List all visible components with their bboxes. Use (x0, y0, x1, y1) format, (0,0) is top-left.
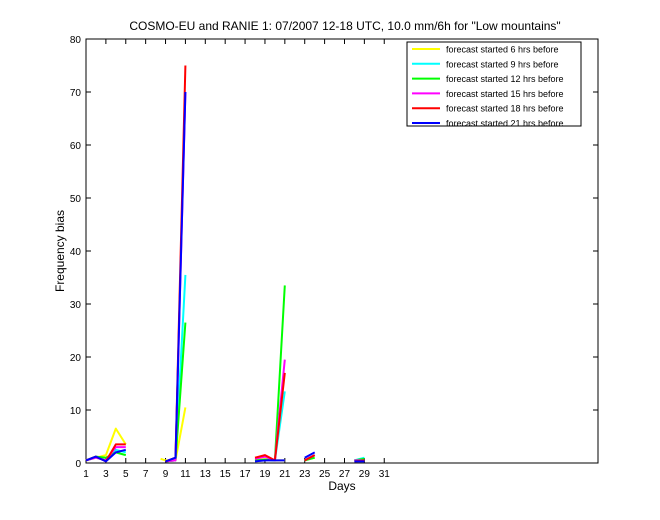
y-tick-label: 60 (70, 141, 82, 152)
y-tick-label: 50 (70, 194, 82, 205)
x-tick-label: 3 (103, 469, 109, 480)
x-tick-label: 27 (339, 469, 351, 480)
x-tick-label: 15 (220, 469, 232, 480)
x-tick-label: 17 (240, 469, 252, 480)
x-tick-label: 31 (379, 469, 391, 480)
legend-entry-3: forecast started 15 hrs before (446, 89, 564, 99)
x-axis-label: Days (328, 479, 355, 493)
legend-entry-4: forecast started 18 hrs before (446, 104, 564, 114)
x-tick-label: 25 (319, 469, 331, 480)
x-tick-label: 19 (259, 469, 271, 480)
legend-entry-5: forecast started 21 hrs before (446, 119, 564, 129)
legend-box (406, 41, 582, 127)
legend-entry-0: forecast started 6 hrs before (446, 45, 559, 55)
x-tick-label: 11 (180, 469, 191, 480)
chart-title: COSMO-EU and RANIE 1: 07/2007 12-18 UTC,… (129, 19, 560, 33)
y-tick-label: 40 (70, 247, 82, 258)
y-tick-label: 0 (75, 459, 81, 470)
legend-entry-1: forecast started 9 hrs before (446, 59, 559, 69)
legend: forecast started 6 hrs before forecast st… (406, 41, 582, 129)
x-tick-label: 21 (279, 469, 291, 480)
y-tick-label: 80 (70, 35, 82, 46)
y-axis: 0 10 20 30 40 50 60 70 80 (70, 35, 598, 470)
series-layer (85, 65, 365, 463)
x-tick-label: 29 (359, 469, 371, 480)
x-tick-label: 5 (123, 469, 129, 480)
x-tick-label: 9 (163, 469, 169, 480)
y-tick-label: 10 (70, 406, 82, 417)
y-axis-label: Frequency bias (53, 210, 67, 292)
x-tick-label: 7 (143, 469, 149, 480)
x-tick-label: 1 (83, 469, 89, 480)
x-axis: 1 3 5 7 9 11 13 15 17 19 21 23 25 27 29 31 (83, 39, 390, 480)
y-tick-label: 30 (70, 300, 82, 311)
y-tick-label: 20 (70, 353, 82, 364)
y-tick-label: 70 (70, 88, 82, 99)
series-line-5 (85, 91, 365, 463)
legend-entry-2: forecast started 12 hrs before (446, 74, 564, 84)
x-tick-label: 13 (200, 469, 212, 480)
x-tick-label: 23 (299, 469, 311, 480)
